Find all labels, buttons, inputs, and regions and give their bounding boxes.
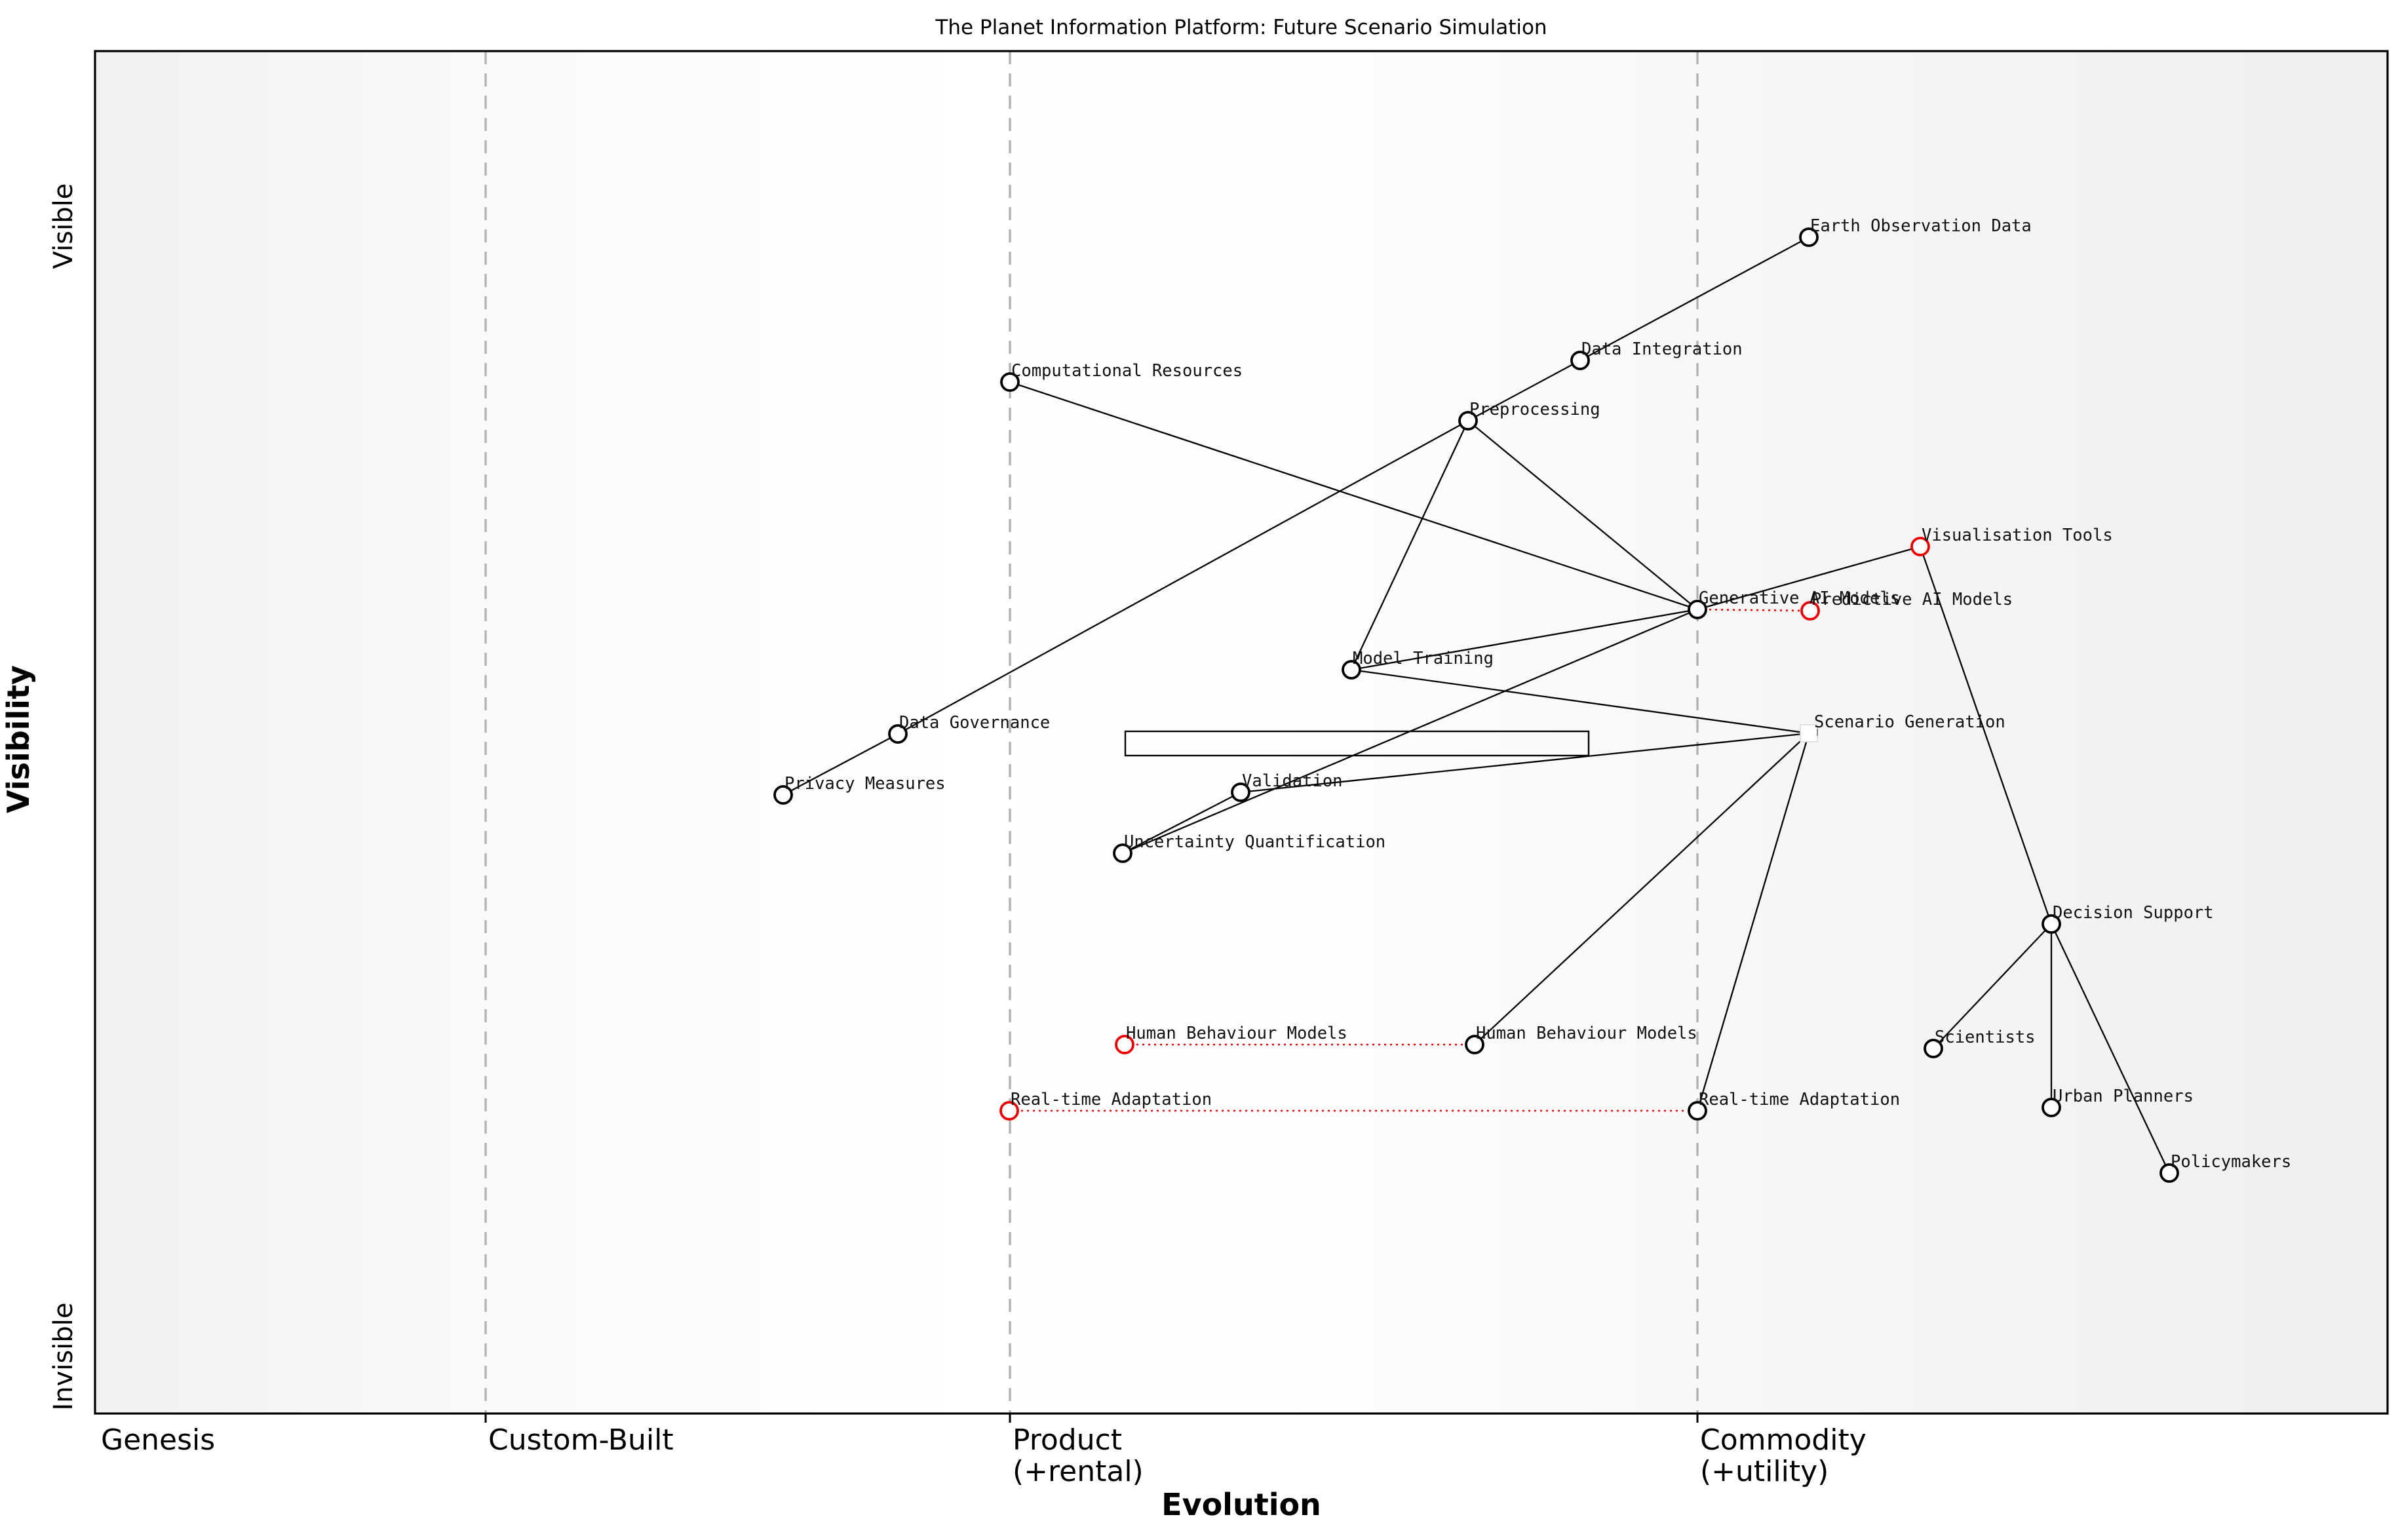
chart-title: The Planet Information Platform: Future … xyxy=(935,16,1547,39)
node-label-data-governance: Data Governance xyxy=(899,713,1050,733)
x-tick-label-1: Custom-Built xyxy=(488,1423,674,1457)
y-axis-title: Visibility xyxy=(1,665,36,813)
edge-generative-ai-models--visualisation-tools xyxy=(1697,545,1921,611)
node-label-real-time-adaptation: Real-time Adaptation xyxy=(1699,1090,1900,1109)
node-label-visualisation-tools: Visualisation Tools xyxy=(1922,526,2113,545)
edge-uncertainty-quantification--validation xyxy=(1122,791,1241,855)
x-axis-title: Evolution xyxy=(1161,1487,1321,1522)
node-scientists xyxy=(1924,1039,1943,1058)
edge-preprocessing--model-training xyxy=(1350,420,1469,670)
node-label-predictive-ai-models: Predictive AI Models xyxy=(1811,590,2013,609)
node-label-generative-ai-models: Generative AI Models xyxy=(1699,588,1900,608)
edge-decision-support--policymakers xyxy=(2050,923,2171,1174)
dependency-edges xyxy=(783,236,2171,1174)
node-label-scientists: Scientists xyxy=(1935,1028,2036,1047)
evolution-links xyxy=(1009,608,1811,1112)
node-label-scenario-generation: Scenario Generation xyxy=(1814,712,2005,732)
edge-validation--scenario-generation xyxy=(1240,732,1810,794)
node-data-integration xyxy=(1570,351,1590,370)
node-earth-observation-data xyxy=(1799,227,1819,247)
node-label-computational-resources: Computational Resources xyxy=(1011,361,1243,381)
edge-decision-support--scientists xyxy=(1933,923,2052,1049)
node-label-human-behaviour-models: Human Behaviour Models xyxy=(1476,1024,1697,1043)
node-policymakers xyxy=(2159,1163,2179,1183)
y-tick-visible: Visible xyxy=(48,183,79,269)
node-visualisation-tools xyxy=(1910,537,1930,556)
node-generative-ai-models xyxy=(1688,600,1707,619)
plot-border xyxy=(94,50,2389,1415)
node-human-behaviour-models xyxy=(1465,1035,1484,1054)
node-validation xyxy=(1231,782,1250,802)
plot-background xyxy=(95,51,2388,1414)
node-urban-planners xyxy=(2042,1098,2061,1117)
node-label-earth-observation-data: Earth Observation Data xyxy=(1810,216,2032,236)
node-label-policymakers: Policymakers xyxy=(2171,1152,2291,1172)
node-label-data-integration: Data Integration xyxy=(1581,339,1743,359)
annotation-box xyxy=(1124,730,1590,757)
evolution-stage-gridlines xyxy=(484,51,1699,1423)
node-label-validation: Validation xyxy=(1242,771,1343,791)
node-scenario-generation xyxy=(1800,724,1818,742)
node-predictive-ai-models xyxy=(1800,601,1820,621)
node-preprocessing xyxy=(1458,411,1478,431)
node-privacy-measures xyxy=(773,785,793,805)
y-tick-invisible: Invisible xyxy=(48,1303,79,1411)
edge-visualisation-tools--decision-support xyxy=(1919,546,2053,925)
edge-privacy-measures--data-governance xyxy=(783,733,899,796)
edge-model-training--generative-ai-models xyxy=(1351,608,1698,671)
x-axis-tick-labels: Genesis Custom-Built Product(+rental) Commo… xyxy=(101,1423,1867,1488)
edge-data-integration--earth-observation-data xyxy=(1579,236,1810,362)
node-label-urban-planners: Urban Planners xyxy=(2053,1087,2194,1106)
edge-scenario-generation--human-behaviour-models xyxy=(1474,733,1810,1045)
node-real-time-adaptation xyxy=(1688,1101,1707,1121)
node-label-privacy-measures: Privacy Measures xyxy=(784,774,946,794)
x-tick-sublabel-3: (+utility) xyxy=(1700,1455,1829,1488)
annotation-layer xyxy=(1124,730,1590,757)
node-label-decision-support: Decision Support xyxy=(2053,903,2214,923)
component-nodes xyxy=(773,227,2179,1183)
edge-scenario-generation--real-time-adaptation xyxy=(1696,733,1810,1111)
node-data-governance xyxy=(888,724,908,744)
node-decision-support xyxy=(2042,914,2061,934)
node-label-preprocessing: Preprocessing xyxy=(1469,400,1600,419)
x-tick-label-3: Commodity xyxy=(1700,1423,1867,1457)
component-labels: Earth Observation Data Computational Reso… xyxy=(784,216,2291,1172)
node-label-human-behaviour-models-future: Human Behaviour Models xyxy=(1126,1024,1347,1043)
edge-preprocessing--data-integration xyxy=(1467,359,1581,422)
x-tick-label-2: Product xyxy=(1013,1423,1122,1457)
edge-model-training--scenario-generation xyxy=(1351,668,1810,735)
node-label-uncertainty-quantification: Uncertainty Quantification xyxy=(1124,832,1385,852)
node-real-time-adaptation-future xyxy=(999,1101,1019,1121)
node-human-behaviour-models-future xyxy=(1115,1035,1134,1054)
node-uncertainty-quantification xyxy=(1113,843,1132,863)
node-label-real-time-adaptation-future: Real-time Adaptation xyxy=(1011,1090,1212,1109)
edge-preprocessing--generative-ai-models xyxy=(1467,420,1698,610)
x-tick-label-0: Genesis xyxy=(101,1423,215,1457)
x-tick-sublabel-2: (+rental) xyxy=(1013,1455,1144,1488)
edge-data-governance--preprocessing xyxy=(897,419,1469,735)
node-computational-resources xyxy=(1000,372,1020,392)
edge-computational-resources--generative-ai-models xyxy=(1009,381,1698,611)
node-model-training xyxy=(1342,660,1361,680)
evolution-link-generative-ai-models--predictive-ai-models xyxy=(1697,608,1811,612)
node-label-model-training: Model Training xyxy=(1353,649,1494,668)
edge-uncertainty-quantification--generative-ai-models xyxy=(1122,608,1698,855)
